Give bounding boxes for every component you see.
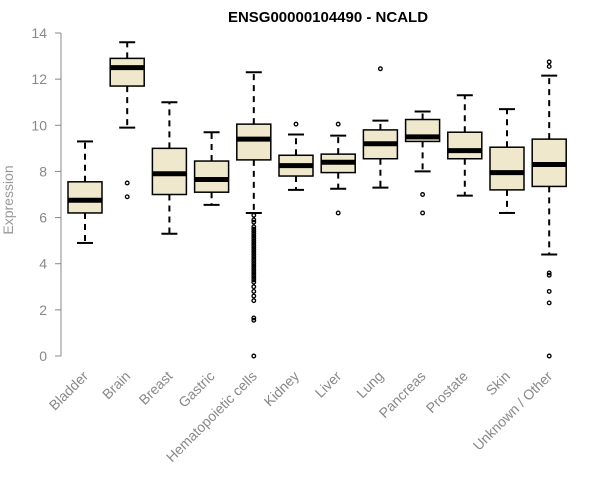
- outlier-point: [251, 298, 257, 304]
- outlier-point: [251, 317, 257, 323]
- y-tick-label: 8: [39, 163, 47, 179]
- y-tick-label: 12: [31, 71, 47, 87]
- outlier-point: [546, 270, 552, 276]
- outlier-point: [546, 300, 552, 306]
- x-tick-label: Skin: [483, 368, 514, 399]
- x-tick-label: Breast: [136, 368, 176, 408]
- outlier-point: [251, 219, 257, 225]
- x-tick-label: Liver: [312, 368, 345, 401]
- y-tick-label: 4: [39, 256, 47, 272]
- outlier-point: [335, 210, 341, 216]
- outlier-point: [251, 256, 257, 262]
- outlier-point: [124, 194, 130, 200]
- outlier-point: [546, 59, 552, 65]
- box-breast: [151, 101, 188, 235]
- outlier-point: [251, 242, 257, 248]
- outlier-point: [251, 226, 257, 232]
- outlier-point: [251, 315, 257, 321]
- box-kidney: [278, 121, 314, 191]
- box-liver: [320, 121, 356, 216]
- box-skin: [489, 108, 525, 214]
- outlier-point: [251, 245, 257, 251]
- outlier-point: [251, 228, 257, 234]
- x-tick-label: Lung: [353, 368, 386, 401]
- outlier-point: [251, 254, 257, 260]
- outlier-point: [420, 210, 426, 216]
- outlier-point: [546, 272, 552, 278]
- outlier-point: [251, 279, 257, 285]
- outlier-point: [251, 268, 257, 274]
- outlier-point: [251, 293, 257, 299]
- outlier-point: [251, 217, 257, 223]
- outlier-point: [546, 353, 552, 359]
- x-tick-label: Unknown / Other: [470, 368, 556, 454]
- outlier-point: [251, 212, 257, 218]
- box-iqr: [236, 123, 272, 161]
- outlier-point: [251, 277, 257, 283]
- box-unknown-other: [531, 59, 567, 359]
- box-iqr: [447, 131, 483, 160]
- y-tick-label: 14: [31, 25, 47, 41]
- box-hematopoietic-cells: [236, 71, 272, 359]
- box-iqr: [489, 146, 525, 191]
- box-gastric: [193, 131, 230, 206]
- outlier-point: [124, 180, 130, 186]
- outlier-point: [335, 121, 341, 127]
- outlier-point: [251, 353, 257, 359]
- outlier-point: [251, 272, 257, 278]
- outlier-point: [251, 238, 257, 244]
- outlier-point: [293, 121, 299, 127]
- outlier-point: [251, 235, 257, 241]
- box-iqr: [67, 181, 103, 214]
- y-tick-label: 2: [39, 302, 47, 318]
- outlier-point: [251, 275, 257, 281]
- outlier-point: [251, 263, 257, 269]
- outlier-point: [251, 252, 257, 257]
- box-prostate: [447, 94, 483, 197]
- x-tick-label: Prostate: [423, 368, 471, 416]
- outlier-point: [251, 231, 257, 237]
- y-tick-label: 0: [39, 348, 47, 364]
- box-lung: [362, 66, 399, 189]
- box-brain: [109, 41, 145, 200]
- y-axis: 0 2 4 6 8 10 12 14: [31, 25, 62, 364]
- outlier-point: [251, 258, 257, 264]
- outlier-point: [251, 240, 257, 246]
- y-axis-label: Expression: [0, 165, 16, 234]
- outlier-point: [251, 249, 257, 255]
- outlier-point: [251, 270, 257, 276]
- outlier-point: [251, 224, 257, 230]
- outlier-point: [251, 233, 257, 239]
- x-tick-label: Kidney: [261, 368, 303, 410]
- outlier-point: [251, 265, 257, 271]
- outlier-point: [251, 284, 257, 290]
- outlier-point: [377, 66, 383, 72]
- box-iqr: [193, 160, 230, 193]
- chart-title: ENSG00000104490 - NCALD: [228, 9, 428, 26]
- box-iqr: [109, 57, 145, 87]
- box-bladder: [67, 140, 103, 244]
- x-tick-label: Bladder: [46, 368, 92, 414]
- outlier-point: [546, 64, 552, 69]
- outlier-point: [251, 247, 257, 253]
- x-tick-label: Pancreas: [376, 368, 429, 421]
- x-tick-label: Brain: [99, 368, 133, 402]
- box-pancreas: [404, 110, 441, 216]
- outlier-point: [420, 192, 426, 197]
- y-tick-label: 6: [39, 210, 47, 226]
- boxes-group: [67, 41, 567, 359]
- outlier-point: [251, 261, 257, 267]
- outlier-point: [251, 288, 257, 294]
- outlier-point: [546, 288, 552, 294]
- y-tick-label: 10: [31, 117, 47, 133]
